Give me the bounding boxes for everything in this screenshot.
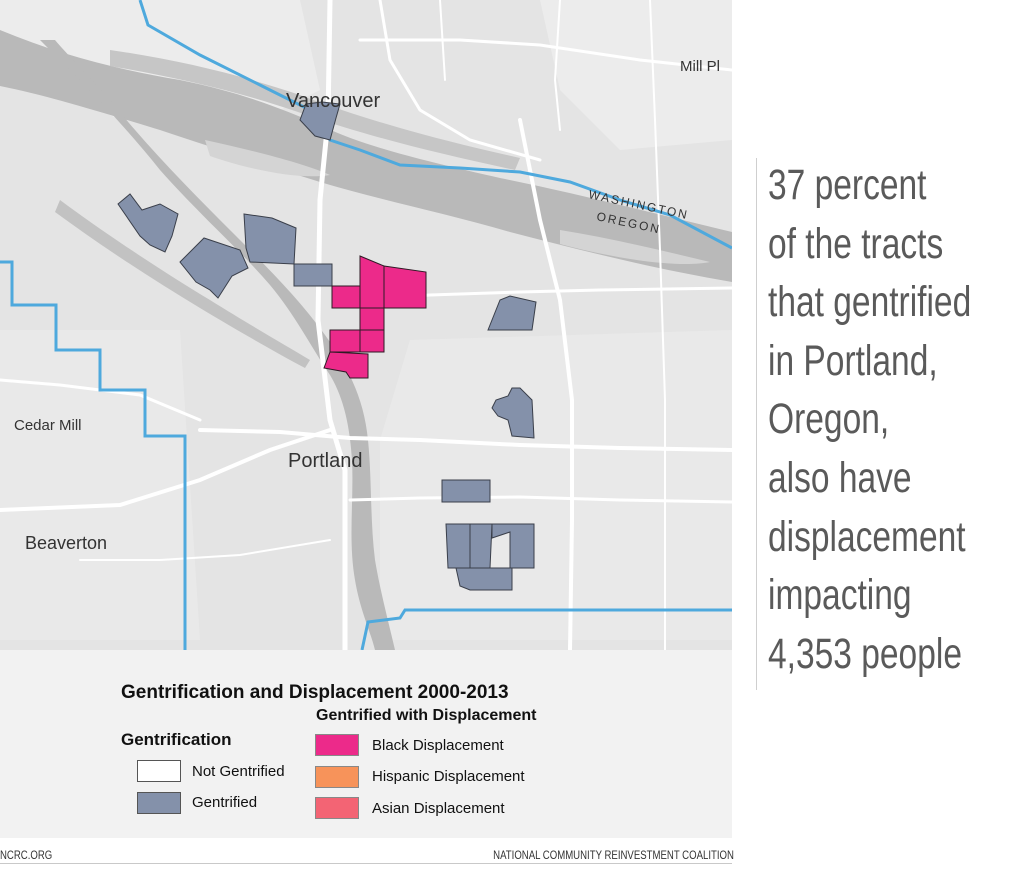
legend-not-gentrified: Not Gentrified — [192, 763, 285, 780]
footer-organization: NATIONAL COMMUNITY REINVESTMENT COALITIO… — [493, 848, 734, 862]
headline-line: 4,353 people — [768, 629, 962, 678]
county-border-west — [0, 260, 187, 650]
tract-gentrified — [293, 263, 333, 287]
land-patch — [0, 330, 200, 640]
willamette-river — [40, 40, 395, 650]
place-cedar-mill: Cedar Mill — [14, 417, 82, 434]
legend-title: Gentrification and Displacement 2000-201… — [121, 682, 509, 703]
tract-gentrified — [445, 523, 473, 569]
black-displacement-tracts — [323, 255, 427, 379]
swatch-hispanic-displacement — [315, 766, 359, 788]
legend-hispanic-displacement: Hispanic Displacement — [372, 768, 525, 785]
swatch-gentrified — [137, 792, 181, 814]
headline-line: 37 percent — [768, 161, 927, 209]
headline-line: of the tracts — [768, 219, 944, 268]
county-border-south — [360, 608, 732, 650]
multnomah-channel — [55, 200, 310, 368]
legend-displacement-heading: Gentrified with Displacement — [316, 707, 537, 724]
tract-gentrified — [469, 523, 493, 569]
headline-line: in Portland, — [768, 336, 938, 385]
headline-line: Oregon, — [768, 395, 890, 444]
river-island — [560, 230, 710, 264]
headline-divider — [756, 158, 757, 690]
state-border-columbia — [138, 0, 732, 250]
place-portland: Portland — [288, 450, 363, 472]
swatch-not-gentrified — [137, 760, 181, 782]
columbia-river — [0, 30, 732, 282]
map: Vancouver Mill Pl Cedar Mill Portland Be… — [0, 0, 732, 650]
tract-gentrified — [299, 101, 341, 141]
place-beaverton: Beaverton — [25, 533, 107, 553]
tract-black-displacement — [329, 329, 361, 353]
tract-gentrified — [179, 237, 249, 299]
tract-gentrified — [487, 295, 537, 331]
legend-gentrification-heading: Gentrification — [121, 730, 232, 749]
tract-black-displacement — [359, 307, 385, 331]
tract-black-displacement — [323, 351, 369, 379]
legend: Gentrification and Displacement 2000-201… — [0, 650, 732, 838]
swatch-black-displacement — [315, 734, 359, 756]
gentrified-tracts — [117, 101, 537, 591]
legend-gentrified: Gentrified — [192, 794, 258, 811]
legend-asian-displacement: Asian Displacement — [372, 800, 505, 817]
river-island — [205, 140, 330, 177]
headline-line: impacting — [768, 571, 912, 620]
tract-black-displacement — [331, 285, 361, 309]
tract-gentrified — [455, 567, 513, 591]
headline-line: that gentrified — [768, 278, 972, 327]
tract-gentrified — [117, 193, 179, 253]
land-patch — [540, 0, 732, 150]
tract-gentrified — [491, 387, 535, 439]
tract-black-displacement — [359, 329, 385, 353]
headline-line: displacement — [768, 512, 966, 561]
tract-black-displacement — [383, 265, 427, 309]
tract-gentrified — [441, 479, 491, 503]
headline: 37 percent of the tracts that gentrified… — [768, 156, 972, 683]
legend-black-displacement: Black Displacement — [372, 737, 504, 754]
headline-line: also have — [768, 453, 912, 502]
place-vancouver: Vancouver — [286, 90, 380, 112]
footer-rule — [0, 863, 732, 864]
land-patch — [380, 330, 732, 640]
swatch-asian-displacement — [315, 797, 359, 819]
place-mill-plain: Mill Pl — [680, 58, 720, 75]
footer-site: NCRC.ORG — [0, 848, 53, 862]
